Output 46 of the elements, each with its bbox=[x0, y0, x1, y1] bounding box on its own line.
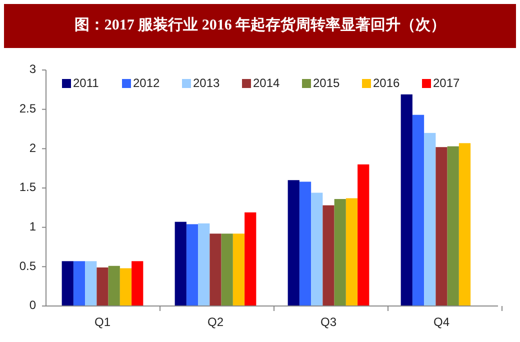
bar bbox=[458, 143, 471, 306]
bar bbox=[288, 180, 300, 306]
y-tick-label: 1.5 bbox=[19, 180, 36, 194]
legend-label: 2017 bbox=[433, 76, 460, 90]
bar bbox=[108, 266, 120, 306]
x-tick-label: Q2 bbox=[207, 315, 224, 329]
bar bbox=[62, 261, 74, 306]
bar bbox=[73, 261, 86, 306]
bar bbox=[299, 182, 312, 306]
legend-label: 2011 bbox=[73, 76, 100, 90]
y-tick-label: 0 bbox=[29, 298, 36, 312]
bar bbox=[132, 261, 144, 306]
legend-label: 2016 bbox=[373, 76, 400, 90]
bar bbox=[96, 267, 108, 306]
y-tick-label: 0.5 bbox=[19, 258, 36, 273]
bar bbox=[322, 205, 334, 306]
bar bbox=[120, 268, 132, 306]
bar bbox=[424, 132, 436, 306]
legend-label: 2012 bbox=[133, 76, 160, 90]
bar bbox=[244, 212, 256, 306]
bar bbox=[221, 234, 233, 306]
y-tick-label: 2.5 bbox=[19, 102, 36, 116]
y-tick-label: 2 bbox=[29, 140, 36, 155]
bar bbox=[346, 198, 358, 306]
bar bbox=[358, 164, 370, 306]
bar bbox=[436, 147, 448, 306]
legend-label: 2014 bbox=[253, 76, 280, 90]
y-tick-label: 3 bbox=[29, 62, 36, 76]
bar bbox=[400, 94, 412, 306]
bar bbox=[85, 261, 97, 306]
chart-title: 图：2017 服装行业 2016 年起存货周转率显著回升（次） bbox=[74, 15, 446, 34]
legend-label: 2015 bbox=[313, 76, 340, 90]
x-tick-label: Q1 bbox=[94, 315, 111, 329]
bar bbox=[232, 234, 245, 306]
bar bbox=[174, 222, 186, 306]
bar bbox=[198, 223, 210, 306]
bar bbox=[447, 146, 459, 306]
y-tick-label: 1 bbox=[29, 220, 36, 234]
bar bbox=[334, 199, 346, 306]
x-tick-label: Q3 bbox=[320, 315, 337, 329]
bar bbox=[186, 224, 198, 306]
bar bbox=[210, 234, 222, 306]
bar bbox=[311, 192, 323, 306]
x-tick-label: Q4 bbox=[433, 315, 450, 329]
bar bbox=[412, 114, 424, 306]
legend-label: 2013 bbox=[193, 76, 220, 90]
